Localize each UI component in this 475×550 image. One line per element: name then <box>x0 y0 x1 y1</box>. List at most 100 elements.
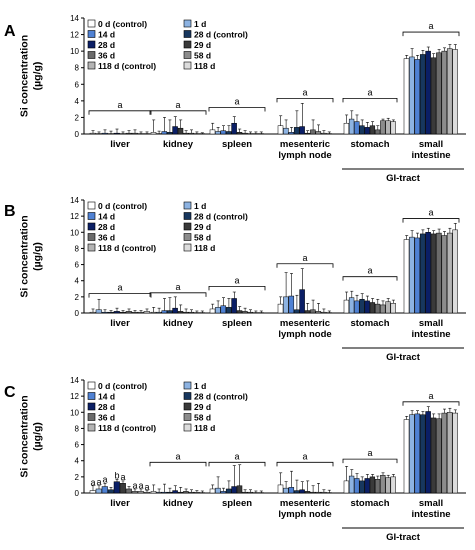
bar <box>150 311 157 314</box>
legend-swatch <box>87 222 96 231</box>
bar <box>166 310 173 314</box>
bar <box>343 480 350 494</box>
category-label: lymph node <box>278 509 331 520</box>
significance-bracket <box>88 110 152 115</box>
bar <box>320 311 327 314</box>
category-label: small <box>419 498 443 509</box>
legend-swatch <box>87 19 96 28</box>
bar <box>390 476 396 494</box>
y-tick-label: 4 <box>75 277 80 286</box>
bar <box>310 309 316 314</box>
legend-label: 58 d <box>194 51 211 61</box>
legend-label: 118 d <box>194 423 215 433</box>
bar <box>409 236 415 314</box>
legend-swatch <box>87 61 96 70</box>
bar <box>304 491 311 494</box>
significance-bracket <box>149 461 207 467</box>
bar <box>283 296 289 314</box>
y-tick-label: 8 <box>75 64 80 73</box>
significance-bracket <box>88 293 152 298</box>
legend-swatch <box>183 392 192 400</box>
bar <box>446 232 453 314</box>
legend-swatch <box>183 233 192 241</box>
legend-label: 1 d <box>194 19 206 29</box>
bar <box>299 489 305 494</box>
bar <box>137 491 144 494</box>
legend-swatch <box>183 381 192 390</box>
bar <box>452 49 458 135</box>
y-tick-label: 2 <box>75 113 80 122</box>
legend-swatch <box>183 222 192 231</box>
bar <box>419 414 426 494</box>
bar <box>236 132 243 135</box>
bar <box>209 129 216 135</box>
bar <box>137 311 144 314</box>
bar <box>288 132 295 135</box>
bar <box>354 478 360 494</box>
bar <box>215 487 221 494</box>
bar <box>293 127 300 135</box>
bar <box>183 311 189 314</box>
bar <box>304 132 311 135</box>
legend: 0 d (control) 1 d 14 d 28 d (control) 28 d 29… <box>87 19 248 71</box>
bar <box>113 132 120 135</box>
bar <box>277 125 284 135</box>
y-axis-label-line: Si concentration <box>19 35 31 117</box>
bar <box>320 132 327 135</box>
y-axis-label-line: (µg/g) <box>32 242 44 271</box>
category-label: liver <box>110 139 130 150</box>
significance-label: a <box>234 451 239 461</box>
significance-label: a <box>428 21 433 31</box>
bar <box>125 311 132 314</box>
bar <box>310 129 316 135</box>
bar <box>156 491 162 494</box>
significance-bracket <box>402 31 460 37</box>
bar <box>161 491 168 494</box>
y-tick-label: 14 <box>70 14 79 23</box>
category-label: kidney <box>163 318 194 329</box>
legend-label: 14 d <box>98 392 115 402</box>
significance-label: a <box>302 451 307 461</box>
bar <box>441 412 448 494</box>
significance-label: a <box>367 87 372 97</box>
legend-swatch <box>87 402 96 411</box>
category-label: intestine <box>411 509 450 520</box>
bar <box>247 311 254 314</box>
legend-swatch <box>183 402 192 411</box>
legend-swatch <box>183 413 192 421</box>
bar <box>177 127 184 135</box>
category-label: lymph node <box>278 329 331 340</box>
significance-bracket <box>149 292 207 297</box>
bar <box>348 118 355 135</box>
significance-bracket <box>276 263 334 268</box>
y-tick-label: 14 <box>70 196 79 205</box>
bar <box>220 491 227 494</box>
legend-label: 28 d (control) <box>194 392 248 402</box>
bar <box>436 232 442 314</box>
bar <box>101 132 108 135</box>
bar <box>452 412 458 494</box>
bar <box>247 491 254 494</box>
legend-swatch <box>87 40 96 49</box>
legend-swatch <box>183 19 192 28</box>
bar <box>425 50 431 135</box>
bar <box>89 311 96 314</box>
bar <box>288 295 295 314</box>
bar <box>283 487 289 494</box>
significance-bracket <box>342 276 398 281</box>
bar <box>177 491 184 494</box>
gi-tract-label: GI-tract <box>386 173 421 184</box>
bar <box>156 311 162 314</box>
bar <box>209 488 216 494</box>
bar <box>188 132 195 135</box>
legend-label: 36 d <box>98 51 115 61</box>
legend-swatch <box>87 423 96 432</box>
y-tick-label: 10 <box>70 228 79 237</box>
bar <box>441 235 448 314</box>
legend-label: 28 d <box>98 40 115 50</box>
significance-label: a <box>117 283 122 293</box>
legend-label: 29 d <box>194 402 211 412</box>
bar <box>348 475 355 494</box>
y-tick-label: 10 <box>70 408 79 417</box>
significance-bracket <box>342 458 398 464</box>
